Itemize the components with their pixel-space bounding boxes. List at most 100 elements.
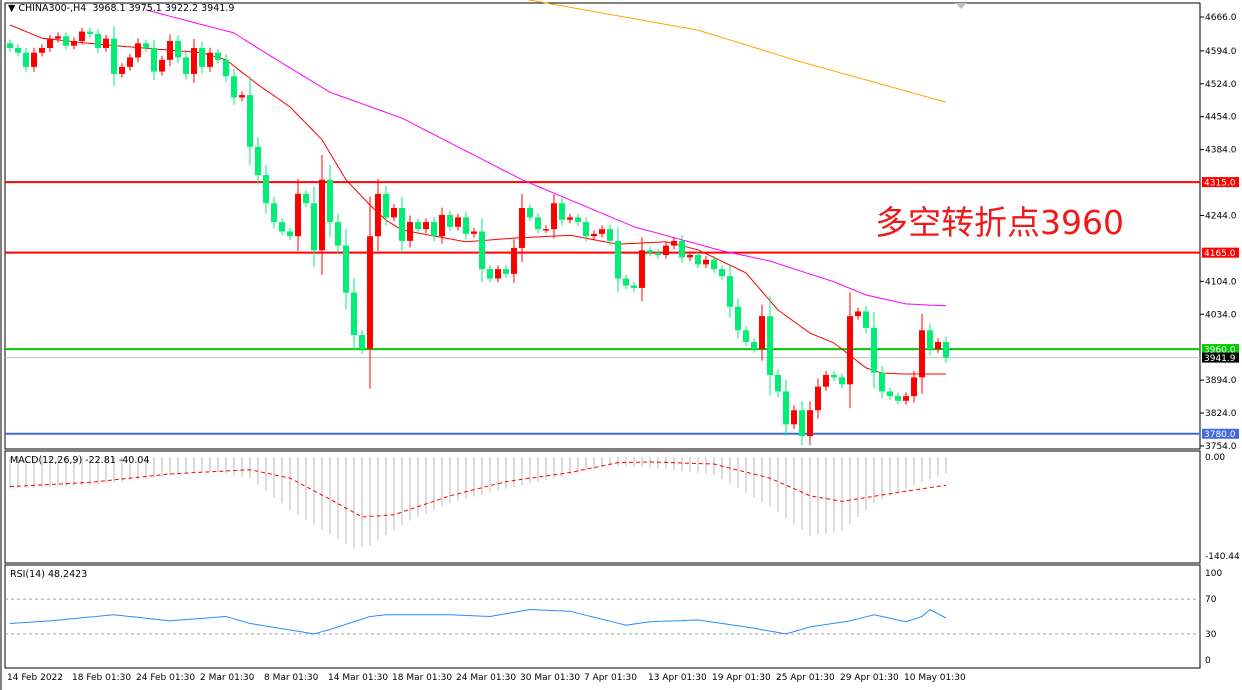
candle [103, 34, 109, 52]
candle-body [311, 203, 317, 251]
price-label-bg [1202, 344, 1239, 355]
candle-body [247, 95, 253, 147]
candle-body [495, 269, 501, 279]
annotation-text: 多空转折点3960 [875, 203, 1124, 242]
candle [487, 265, 493, 283]
symbol-label: CHINA300-,H4 [18, 3, 87, 14]
candle-body [599, 229, 605, 234]
y-tick-label: 4524.0 [1205, 80, 1237, 90]
rsi-panel: 100 70 30 0 [4, 564, 1222, 669]
candle-body [727, 276, 733, 307]
y-tick-label: 70 [1205, 595, 1217, 605]
candle-body [111, 38, 117, 74]
shift-marker-icon [955, 3, 967, 9]
price-label-4165.0: 4165.0 [1204, 249, 1236, 259]
candle [447, 210, 453, 231]
x-tick-label: 29 Apr 01:30 [840, 673, 899, 683]
candle [87, 27, 93, 38]
candle-body [791, 410, 797, 425]
candle [159, 55, 165, 76]
candle [551, 194, 557, 239]
candle [79, 27, 85, 45]
candle [583, 217, 589, 242]
candle-body [735, 306, 741, 331]
candle [687, 251, 693, 262]
candle [887, 387, 893, 400]
candle-body [463, 217, 469, 234]
y-tick-label: 0 [1205, 656, 1211, 666]
candle [543, 225, 549, 233]
candle-body [703, 259, 709, 265]
candle [751, 338, 757, 353]
candle [175, 35, 181, 64]
candle [23, 47, 29, 72]
candle-body [271, 203, 277, 223]
x-tick-label: 18 Feb 01:30 [72, 673, 131, 683]
candle-body [807, 410, 813, 437]
candle-body [279, 222, 285, 232]
candle [759, 304, 765, 361]
candle-body [503, 269, 509, 274]
candle [647, 246, 653, 257]
candle-body [423, 222, 429, 230]
x-tick-label: 24 Feb 01:30 [136, 673, 195, 683]
candle [239, 91, 245, 102]
price-label-bg [1202, 247, 1239, 258]
moving-average-line [526, 0, 947, 103]
candle-body [559, 203, 565, 220]
x-tick-label: 8 Mar 01:30 [264, 673, 319, 683]
candle [735, 298, 741, 339]
candle-body [55, 36, 61, 39]
candle [295, 179, 301, 252]
candle [631, 281, 637, 292]
candle-body [511, 247, 517, 274]
candle-body [143, 43, 149, 49]
candle-body [623, 278, 629, 286]
x-tick-label: 24 Mar 01:30 [456, 673, 516, 683]
candle [615, 227, 621, 292]
candle [327, 164, 333, 237]
candle [415, 218, 421, 233]
candle-body [527, 207, 533, 218]
candle [63, 32, 69, 50]
candle-body [63, 36, 69, 46]
ohlc-readout: 3968.1 3975.1 3922.2 3941.9 [92, 3, 235, 14]
candle [151, 39, 157, 80]
candle [471, 227, 477, 238]
candle [679, 235, 685, 264]
candle-body [663, 245, 669, 256]
candle [463, 211, 469, 240]
candle-body [815, 386, 821, 411]
candle [31, 47, 37, 72]
candle-body [751, 342, 757, 350]
candle-body [255, 146, 261, 176]
x-tick-label: 19 Apr 01:30 [712, 673, 771, 683]
candle [927, 323, 933, 356]
candle [911, 370, 917, 403]
candle [223, 54, 229, 83]
candle [303, 190, 309, 208]
rsi-label: RSI(14) 48.2423 [10, 569, 88, 580]
candle-body [671, 240, 677, 246]
x-tick-label: 7 Apr 01:30 [584, 673, 637, 683]
candle [39, 44, 45, 57]
candle [399, 196, 405, 253]
candle-body [855, 311, 861, 317]
candle [167, 34, 173, 67]
candle-body [447, 215, 453, 227]
candle-body [319, 179, 325, 251]
candle-body [287, 231, 293, 237]
candle-body [935, 342, 941, 350]
candle-body [327, 179, 333, 223]
candle-body [103, 38, 109, 49]
candle [207, 47, 213, 72]
y-tick-label: 3894.0 [1205, 376, 1237, 386]
candle-body [207, 52, 213, 67]
candle-body [175, 40, 181, 58]
candle [799, 401, 805, 446]
candle [919, 313, 925, 394]
candle-body [631, 285, 637, 288]
dropdown-triangle-icon[interactable]: ▼ [8, 3, 16, 14]
candle [823, 370, 829, 391]
candle-body [215, 52, 221, 60]
